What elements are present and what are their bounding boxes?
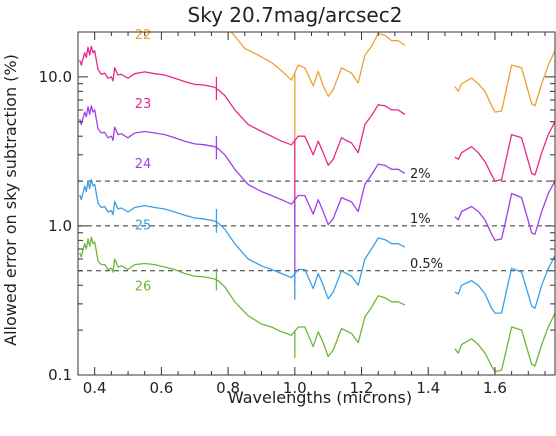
x-tick-label: 0.6 [149,379,173,397]
series-line-24 [79,105,406,226]
threshold-label: 0.5% [410,257,443,272]
y-tick-label: 0.1 [48,366,72,384]
series-line-24 [454,180,556,242]
axis-ticks: 0.4 0.6 0.8 1.0 1.2 1.4 1.6 0.1 1.0 10.0 [39,31,555,397]
x-tick-label: 1.0 [283,379,307,397]
series-line-25 [454,255,556,314]
threshold-lines: 2% 1% 0.5% [78,167,555,272]
y-tick-label: 1.0 [48,217,72,235]
series-label-22: 22 [135,28,152,43]
series-line-23 [79,45,406,166]
x-tick-label: 0.4 [83,379,107,397]
threshold-label: 2% [410,167,431,182]
series-lines [79,31,556,373]
series-label-25: 25 [135,218,152,233]
series-label-23: 23 [135,97,152,112]
series-line-22 [230,31,406,98]
series-line-22 [454,50,556,113]
threshold-label: 1% [410,212,431,227]
x-tick-label: 1.2 [350,379,374,397]
series-line-23 [454,121,556,182]
y-axis-label: Allowed error on sky subtraction (%) [1,54,20,346]
series-line-26 [454,312,556,373]
x-tick-label: 0.8 [216,379,240,397]
plot-frame [77,31,556,376]
chart-title: Sky 20.7mag/arcsec2 [188,3,403,27]
series-label-26: 26 [135,279,152,294]
series-line-25 [79,178,406,300]
x-axis-label: Wavelengths (microns) [228,388,412,407]
x-tick-label: 1.6 [483,379,507,397]
series-labels: 22 23 24 25 26 [135,28,152,294]
series-label-24: 24 [135,157,152,172]
y-tick-label: 10.0 [39,68,72,86]
spike-lines [215,73,296,359]
series-line-26 [79,236,406,358]
x-tick-label: 1.4 [416,379,440,397]
